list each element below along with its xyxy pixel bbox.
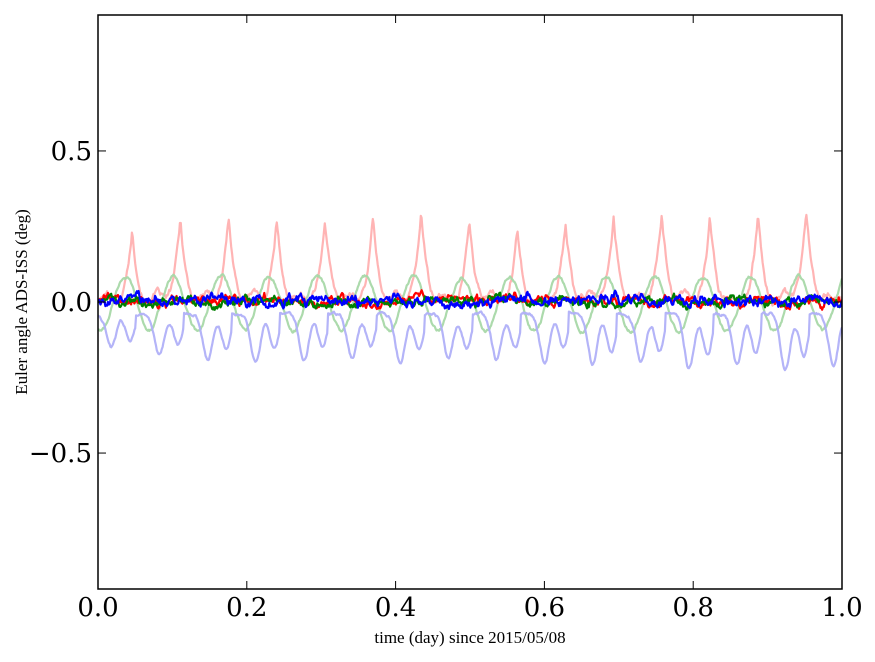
series-line (98, 310, 842, 372)
x-tick-label: 0.0 (77, 593, 118, 623)
series-layer (98, 213, 842, 372)
y-tick-label: −0.5 (29, 439, 92, 469)
series-line (98, 291, 842, 311)
x-tick-label: 0.8 (673, 593, 714, 623)
x-axis-label: time (day) since 2015/05/08 (374, 628, 565, 647)
y-tick-label: 0.5 (51, 137, 92, 167)
y-tick-label: 0.0 (51, 288, 92, 318)
x-tick-label: 0.2 (226, 593, 267, 623)
x-tick-label: 1.0 (821, 593, 862, 623)
x-tick-label: 0.6 (524, 593, 565, 623)
axis-ticks: 0.0 0.2 0.4 0.6 0.8 1.0 −0.5 0.0 0.5 (29, 15, 863, 623)
series-line (98, 273, 842, 335)
series-line (98, 213, 842, 307)
x-tick-label: 0.4 (375, 593, 416, 623)
series-line (98, 289, 842, 310)
y-axis-label: Euler angle ADS-ISS (deg) (12, 209, 31, 395)
